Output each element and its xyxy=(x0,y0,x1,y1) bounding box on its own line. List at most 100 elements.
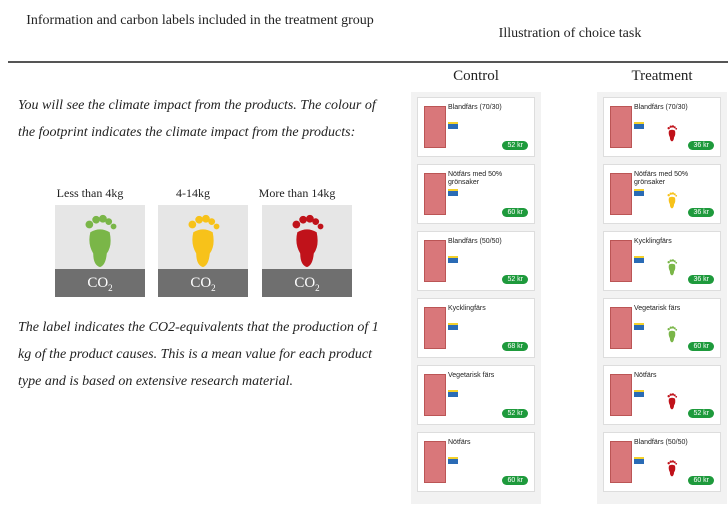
product-card: Kycklingfärs 68 kr xyxy=(417,298,535,358)
price-tag: 36 kr xyxy=(688,275,714,284)
co2-bar: CO2 xyxy=(262,269,352,297)
carbon-label xyxy=(666,459,678,482)
carbon-label xyxy=(666,392,678,415)
product-name: Nötfärs xyxy=(448,439,526,447)
origin-flag xyxy=(634,256,644,263)
right-title: Illustration of choice task xyxy=(440,26,700,42)
footprint-label: Less than 4kg xyxy=(35,186,145,201)
product-card: Nötfärs med 50% grönsaker 60 kr xyxy=(417,164,535,224)
carbon-label xyxy=(666,124,678,147)
footprint-icon xyxy=(666,124,678,142)
product-name: Nötfärs xyxy=(634,372,712,380)
footprint-icon xyxy=(666,325,678,343)
co2-sub: 2 xyxy=(211,283,216,293)
carbon-label xyxy=(666,325,678,348)
origin-flag xyxy=(448,189,458,196)
origin-flag xyxy=(448,457,458,464)
origin-flag xyxy=(448,122,458,129)
footprint-icon xyxy=(666,191,678,209)
intro-text: You will see the climate impact from the… xyxy=(18,92,388,146)
product-image xyxy=(610,173,632,215)
co2-sub: 2 xyxy=(108,283,113,293)
page: Information and carbon labels included i… xyxy=(0,0,728,509)
price-tag: 52 kr xyxy=(502,141,528,150)
product-image xyxy=(610,307,632,349)
product-image xyxy=(610,240,632,282)
footprint-box: CO2 xyxy=(55,205,145,297)
product-image xyxy=(610,441,632,483)
explanation-text: The label indicates the CO2-equivalents … xyxy=(18,314,388,395)
product-name: Kycklingfärs xyxy=(448,305,526,313)
footprint xyxy=(287,211,327,274)
footprint-icon xyxy=(666,392,678,410)
price-tag: 52 kr xyxy=(502,409,528,418)
origin-flag xyxy=(448,323,458,330)
origin-flag xyxy=(448,390,458,397)
product-card: Vegetarisk färs 52 kr xyxy=(417,365,535,425)
footprint xyxy=(183,211,223,274)
origin-flag xyxy=(634,323,644,330)
product-image xyxy=(424,106,446,148)
product-name: Nötfärs med 50% grönsaker xyxy=(634,171,712,187)
co2-text: CO xyxy=(294,275,315,291)
header-rule xyxy=(8,61,728,63)
price-tag: 60 kr xyxy=(688,476,714,485)
price-tag: 52 kr xyxy=(688,409,714,418)
product-image xyxy=(424,307,446,349)
product-card: Nötfärs med 50% grönsaker 36 kr xyxy=(603,164,721,224)
product-image xyxy=(424,374,446,416)
product-image xyxy=(610,374,632,416)
carbon-label xyxy=(666,258,678,281)
footprint-icon xyxy=(666,258,678,276)
product-card: Nötfärs 52 kr xyxy=(603,365,721,425)
co2-sub: 2 xyxy=(315,283,320,293)
product-name: Blandfärs (50/50) xyxy=(448,238,526,246)
product-image xyxy=(424,173,446,215)
co2-text: CO xyxy=(190,275,211,291)
product-card: Blandfärs (70/30) 52 kr xyxy=(417,97,535,157)
product-card: Kycklingfärs 36 kr xyxy=(603,231,721,291)
price-tag: 36 kr xyxy=(688,208,714,217)
price-tag: 36 kr xyxy=(688,141,714,150)
product-image xyxy=(610,106,632,148)
footprint-label: More than 14kg xyxy=(242,186,352,201)
product-card: Vegetarisk färs 60 kr xyxy=(603,298,721,358)
product-name: Blandfärs (70/30) xyxy=(448,104,526,112)
product-name: Blandfärs (70/30) xyxy=(634,104,712,112)
origin-flag xyxy=(634,457,644,464)
co2-bar: CO2 xyxy=(158,269,248,297)
price-tag: 52 kr xyxy=(502,275,528,284)
footprint-icon xyxy=(666,459,678,477)
product-image xyxy=(424,441,446,483)
product-name: Kycklingfärs xyxy=(634,238,712,246)
price-tag: 60 kr xyxy=(688,342,714,351)
footprint-icon xyxy=(80,211,120,269)
product-card: Blandfärs (70/30) 36 kr xyxy=(603,97,721,157)
column-title: Control xyxy=(411,68,541,85)
co2-bar: CO2 xyxy=(55,269,145,297)
origin-flag xyxy=(448,256,458,263)
product-card: Nötfärs 60 kr xyxy=(417,432,535,492)
footprint-box: CO2 xyxy=(262,205,352,297)
product-name: Blandfärs (50/50) xyxy=(634,439,712,447)
footprint-icon xyxy=(183,211,223,269)
column-title: Treatment xyxy=(597,68,727,85)
origin-flag xyxy=(634,189,644,196)
carbon-label xyxy=(666,191,678,214)
footprint xyxy=(80,211,120,274)
product-image xyxy=(424,240,446,282)
product-name: Vegetarisk färs xyxy=(448,372,526,380)
product-name: Nötfärs med 50% grönsaker xyxy=(448,171,526,187)
footprint-label: 4-14kg xyxy=(138,186,248,201)
footprint-icon xyxy=(287,211,327,269)
co2-text: CO xyxy=(87,275,108,291)
left-title: Information and carbon labels included i… xyxy=(20,10,380,32)
price-tag: 68 kr xyxy=(502,342,528,351)
product-name: Vegetarisk färs xyxy=(634,305,712,313)
price-tag: 60 kr xyxy=(502,476,528,485)
product-card: Blandfärs (50/50) 52 kr xyxy=(417,231,535,291)
origin-flag xyxy=(634,390,644,397)
price-tag: 60 kr xyxy=(502,208,528,217)
product-card: Blandfärs (50/50) 60 kr xyxy=(603,432,721,492)
origin-flag xyxy=(634,122,644,129)
